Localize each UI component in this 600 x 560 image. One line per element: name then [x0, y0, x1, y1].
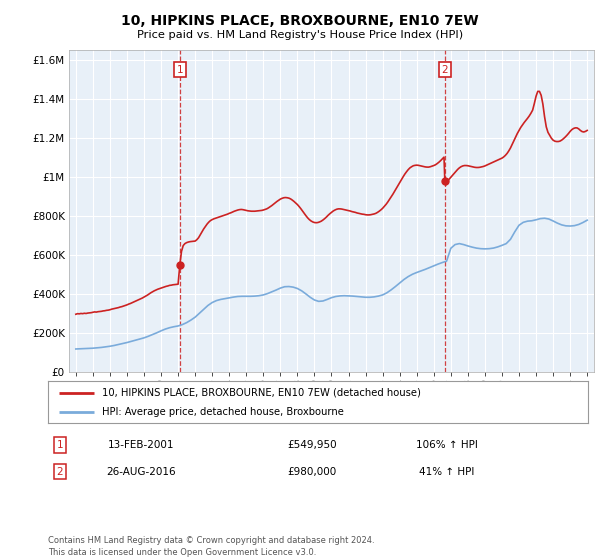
Text: 13-FEB-2001: 13-FEB-2001	[108, 440, 174, 450]
Text: 41% ↑ HPI: 41% ↑ HPI	[419, 466, 475, 477]
Text: 1: 1	[56, 440, 64, 450]
Text: £549,950: £549,950	[287, 440, 337, 450]
Text: Price paid vs. HM Land Registry's House Price Index (HPI): Price paid vs. HM Land Registry's House …	[137, 30, 463, 40]
Text: Contains HM Land Registry data © Crown copyright and database right 2024.
This d: Contains HM Land Registry data © Crown c…	[48, 536, 374, 557]
Text: 2: 2	[56, 466, 64, 477]
Text: 26-AUG-2016: 26-AUG-2016	[106, 466, 176, 477]
Text: 10, HIPKINS PLACE, BROXBOURNE, EN10 7EW (detached house): 10, HIPKINS PLACE, BROXBOURNE, EN10 7EW …	[102, 388, 421, 398]
Text: HPI: Average price, detached house, Broxbourne: HPI: Average price, detached house, Brox…	[102, 407, 344, 417]
Text: 1: 1	[176, 65, 183, 75]
Text: 10, HIPKINS PLACE, BROXBOURNE, EN10 7EW: 10, HIPKINS PLACE, BROXBOURNE, EN10 7EW	[121, 14, 479, 28]
Text: 2: 2	[442, 65, 448, 75]
Text: 106% ↑ HPI: 106% ↑ HPI	[416, 440, 478, 450]
Text: £980,000: £980,000	[287, 466, 337, 477]
